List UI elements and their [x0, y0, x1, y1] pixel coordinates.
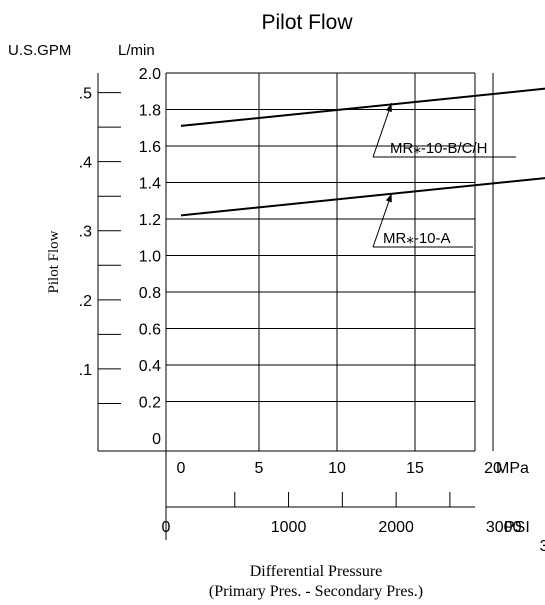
- leader-line: [372, 193, 393, 248]
- x-axis-title: Differential Pressure: [250, 563, 383, 580]
- series-line: [180, 87, 545, 127]
- series-line: [180, 177, 545, 217]
- x-tick-label: 10: [328, 460, 346, 477]
- x-unit-label: MPa: [496, 460, 529, 477]
- y-axis-title: Pilot Flow: [46, 230, 62, 293]
- y-tick-label: 0.8: [139, 285, 161, 302]
- y-tick-label: 1.0: [139, 249, 161, 266]
- x-axis: MPa 0510152025: [177, 460, 529, 477]
- gpm-tick-label: .2: [79, 293, 92, 310]
- gpm-tick-label: .4: [79, 155, 92, 172]
- y-unit-right: L/min: [118, 42, 155, 59]
- x2-tick-label: 1000: [271, 519, 307, 536]
- x2-unit-label: PSI: [504, 519, 530, 536]
- gpm-tick-label: .1: [79, 362, 92, 379]
- y-tick-label: 0.6: [139, 322, 161, 339]
- chart-title: Pilot Flow: [261, 11, 353, 34]
- y-tick-label: 2.0: [139, 66, 161, 83]
- series-label: MR⁎-10-A: [383, 230, 451, 247]
- x2-tick-label: 2000: [378, 519, 414, 536]
- series-group: MR⁎-10-B/C/H MR⁎-10-A: [180, 87, 545, 248]
- gpm-tick-label: .5: [79, 86, 92, 103]
- y-tick-label: 0: [152, 431, 161, 448]
- x2-tick-label: 0: [162, 519, 171, 536]
- plot-frame: [98, 72, 476, 540]
- y-tick-labels: 0 0.2 0.4 0.6 0.8 1.0 1.2 1.4 1.6 1.8 2.0: [139, 66, 161, 448]
- y-unit-left: U.S.GPM: [8, 42, 71, 59]
- x-axis-subtitle: (Primary Pres. - Secondary Pres.): [209, 583, 423, 600]
- plot-area: 0 0.2 0.4 0.6 0.8 1.0 1.2 1.4 1.6 1.8 2.0 .1 .2 .3 .4…: [79, 66, 545, 540]
- series-label: MR⁎-10-B/C/H: [390, 140, 488, 157]
- leader-arrow: [385, 103, 392, 113]
- gpm-tick-label: .3: [79, 224, 92, 241]
- x-tick-label: 0: [177, 460, 186, 477]
- y-tick-label: 0.4: [139, 358, 161, 375]
- x-tick-label: 20: [484, 460, 502, 477]
- grid-lines: [166, 73, 494, 451]
- x-tick-label: 5: [255, 460, 264, 477]
- y-tick-label: 1.8: [139, 103, 161, 120]
- y-tick-label: 1.2: [139, 212, 161, 229]
- y-tick-label: 0.2: [139, 395, 161, 412]
- y-tick-label: 1.4: [139, 176, 161, 193]
- x-tick-label: 15: [406, 460, 424, 477]
- leader-arrow: [385, 193, 392, 203]
- x2-tick-label: 3000: [486, 519, 522, 536]
- x2-tick-label: 3500: [540, 538, 545, 555]
- gpm-axis: .1 .2 .3 .4 .5: [79, 73, 121, 451]
- leader-line: [372, 102, 393, 158]
- y-tick-label: 1.6: [139, 139, 161, 156]
- x2-axis: PSI 0 1000 2000 3000 3500: [162, 492, 545, 555]
